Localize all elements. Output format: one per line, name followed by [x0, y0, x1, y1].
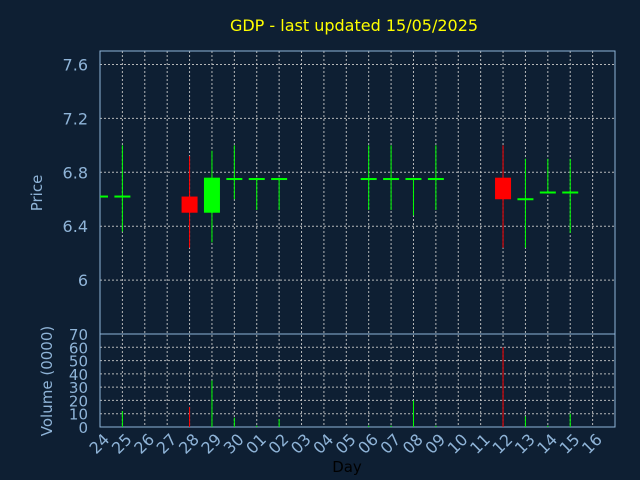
- candle-body: [562, 191, 579, 194]
- volume-tick-label: 30: [69, 379, 88, 397]
- candle-body: [539, 191, 556, 194]
- candle-body: [383, 178, 400, 181]
- candle-body: [360, 178, 377, 181]
- candle-body: [248, 178, 265, 181]
- volume-panel-frame: [99, 333, 616, 428]
- candles: [100, 145, 579, 248]
- candle-body: [495, 177, 512, 200]
- price-axis-label: Price: [28, 175, 46, 212]
- price-tick-label: 6.8: [63, 163, 88, 182]
- volume-tick-label: 50: [69, 353, 88, 371]
- price-tick-label: 6.4: [63, 217, 88, 236]
- candle-body: [517, 198, 534, 201]
- volume-tick-label: 40: [69, 366, 88, 384]
- volume-axis-label: Volume (0000): [38, 326, 56, 436]
- volume-tick-label: 0: [78, 419, 88, 437]
- candle-body: [405, 178, 422, 181]
- price-tick-label: 7.6: [63, 55, 88, 74]
- candle-body: [427, 178, 444, 181]
- volume-tick-label: 60: [69, 339, 88, 357]
- candle-body: [203, 177, 220, 213]
- x-axis-ticks: 2425262728293001020304050607080910111213…: [85, 430, 605, 458]
- price-tick-label: 7.2: [63, 109, 88, 128]
- candle-body: [226, 178, 243, 181]
- candle-body: [114, 195, 131, 198]
- volume-tick-label: 20: [69, 392, 88, 410]
- volume-tick-label: 10: [69, 406, 88, 424]
- chart-title: GDP - last updated 15/05/2025: [230, 16, 478, 35]
- candle-body: [271, 178, 288, 181]
- candle-body: [100, 195, 108, 198]
- price-tick-label: 6: [78, 271, 88, 290]
- x-axis-label: Day: [332, 458, 362, 476]
- volume-bars: [121, 347, 571, 427]
- price-axis-ticks: 6 6.4 6.8 7.2 7.6: [63, 55, 88, 290]
- candle-body: [181, 196, 198, 213]
- volume-tick-label: 70: [69, 326, 88, 344]
